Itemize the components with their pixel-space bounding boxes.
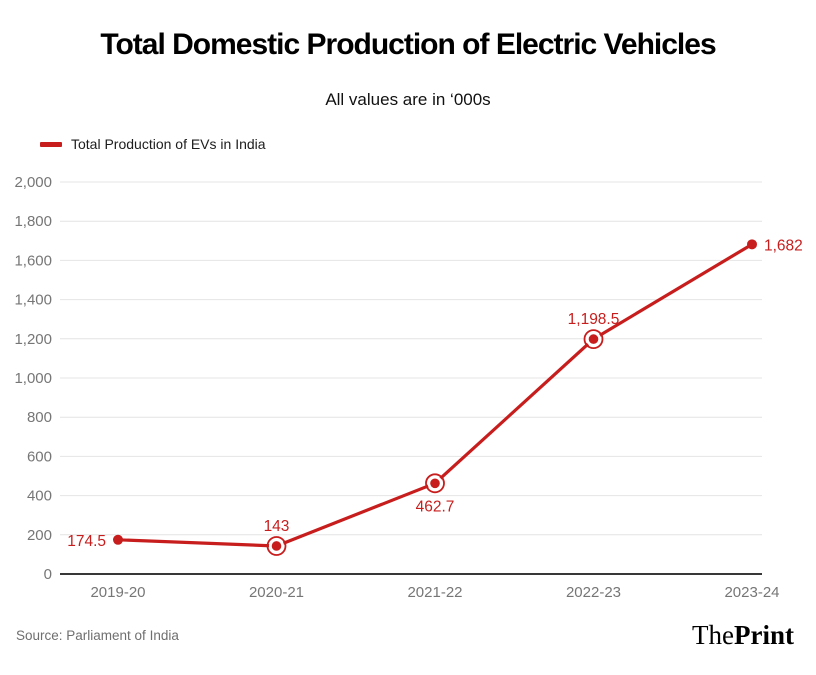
y-tick-label: 1,000 [14, 370, 52, 387]
y-tick-label: 400 [27, 488, 52, 505]
logo-print-text: Print [734, 620, 794, 650]
y-tick-label: 1,600 [14, 252, 52, 269]
theprint-logo: ThePrint [692, 620, 794, 651]
x-tick-label: 2021-22 [407, 584, 462, 601]
y-tick-label: 600 [27, 448, 52, 465]
x-tick-label: 2023-24 [724, 584, 779, 601]
y-tick-label: 0 [44, 566, 52, 583]
legend-series-label: Total Production of EVs in India [71, 136, 266, 152]
y-tick-label: 1,400 [14, 292, 52, 309]
data-point [430, 478, 440, 489]
logo-the-text: The [692, 620, 734, 650]
chart-subtitle: All values are in ‘000s [325, 90, 491, 109]
data-point [588, 334, 599, 344]
legend-line-swatch-icon [40, 141, 62, 147]
source-note: Source: Parliament of India [16, 628, 179, 643]
legend: Total Production of EVs in India [40, 136, 266, 152]
data-point-label: 174.5 [67, 533, 106, 550]
x-tick-label: 2020-21 [249, 584, 304, 601]
y-tick-label: 1,200 [14, 331, 52, 348]
marker-ring [266, 536, 287, 556]
data-point [113, 534, 123, 545]
x-tick-label: 2019-20 [90, 584, 145, 601]
data-point-label: 462.7 [416, 498, 455, 515]
y-tick-label: 200 [27, 527, 52, 544]
y-tick-label: 800 [27, 409, 52, 426]
data-point-label: 1,198.5 [568, 311, 620, 328]
marker-ring [583, 329, 604, 349]
y-tick-label: 1,800 [14, 213, 52, 230]
x-tick-label: 2022-23 [566, 584, 621, 601]
data-point-label: 1,682 [764, 237, 803, 254]
data-point-label: 143 [264, 518, 290, 535]
marker-ring [425, 473, 445, 494]
y-tick-label: 2,000 [14, 174, 52, 191]
data-point [271, 541, 282, 551]
page-title: Total Domestic Production of Electric Ve… [100, 28, 716, 61]
data-point [747, 239, 757, 250]
